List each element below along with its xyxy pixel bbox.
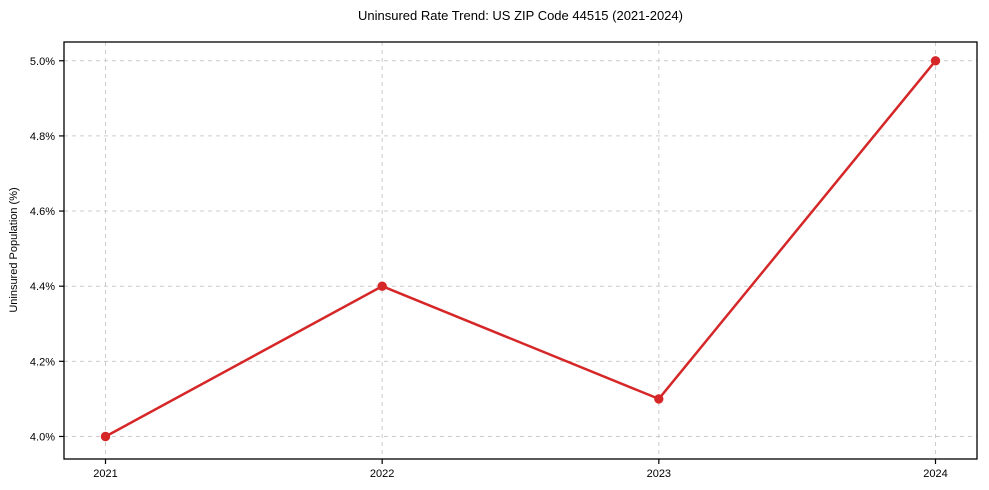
y-axis-label: Uninsured Population (%) bbox=[8, 187, 20, 313]
y-tick-label: 4.2% bbox=[30, 356, 55, 368]
series-line bbox=[104, 59, 937, 438]
data-point bbox=[377, 281, 387, 291]
data-point bbox=[100, 431, 111, 442]
y-tick-label: 5.0% bbox=[30, 56, 55, 68]
data-point bbox=[930, 56, 941, 66]
x-tick-label: 2021 bbox=[93, 468, 117, 480]
plot-border bbox=[63, 41, 978, 460]
y-tick-label: 4.4% bbox=[30, 281, 55, 293]
x-tick-label: 2024 bbox=[923, 468, 947, 480]
x-tick-label: 2023 bbox=[647, 468, 671, 480]
y-tick-label: 4.8% bbox=[30, 131, 55, 143]
data-point bbox=[654, 394, 664, 404]
chart-title: Uninsured Rate Trend: US ZIP Code 44515 … bbox=[358, 8, 683, 23]
y-tick-label: 4.0% bbox=[30, 431, 55, 443]
x-tick-label: 2022 bbox=[370, 468, 394, 480]
y-tick-label: 4.6% bbox=[30, 206, 55, 218]
